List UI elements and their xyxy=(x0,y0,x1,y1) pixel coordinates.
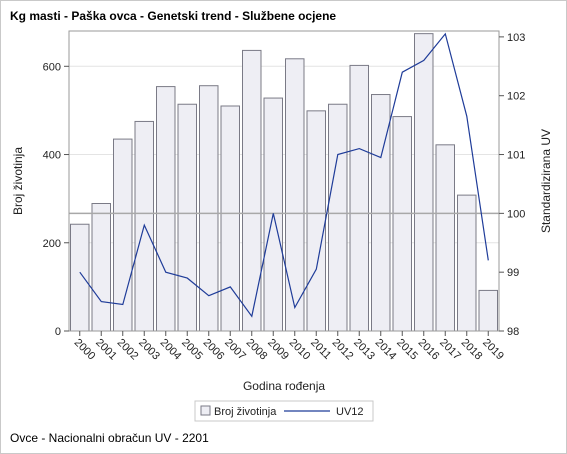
bar-2013 xyxy=(349,64,369,332)
x-tick-label-2001: 2001 xyxy=(93,337,119,363)
bar-2018 xyxy=(457,194,477,332)
y-tick-label-0: 0 xyxy=(55,326,61,338)
y2-tick-label-5: 103 xyxy=(507,32,525,44)
x-axis-ticks: 2000200120022003200420052006200720082009… xyxy=(72,331,506,362)
right-axis-ticks: 98 99 100 101 102 103 xyxy=(499,32,525,338)
bar-2011 xyxy=(306,110,326,332)
x-tick-label-2007: 2007 xyxy=(222,337,248,363)
x-tick-label-2014: 2014 xyxy=(373,337,399,363)
bar-2006 xyxy=(199,85,219,332)
bar-2017 xyxy=(435,144,455,332)
x-tick-label-2006: 2006 xyxy=(201,337,227,363)
bar-2005 xyxy=(177,103,197,332)
legend-line-label: UV12 xyxy=(336,406,364,418)
legend: Broj životinja UV12 xyxy=(194,400,374,422)
bar-2019 xyxy=(478,289,498,332)
x-tick-label-2015: 2015 xyxy=(394,337,420,363)
legend-bar-label: Broj životinja xyxy=(214,406,277,418)
x-tick-label-2013: 2013 xyxy=(351,337,377,363)
y2-tick-label-4: 102 xyxy=(507,91,525,103)
x-tick-label-2000: 2000 xyxy=(72,337,98,363)
x-tick-label-2011: 2011 xyxy=(308,337,333,362)
bar-series xyxy=(70,33,498,332)
bar-2004 xyxy=(156,86,176,332)
grid-lines xyxy=(69,65,499,332)
bar-2010 xyxy=(285,58,305,332)
x-tick-label-2019: 2019 xyxy=(480,337,506,363)
x-tick-label-2016: 2016 xyxy=(416,337,442,363)
x-tick-label-2012: 2012 xyxy=(330,337,356,363)
bar-2001 xyxy=(91,203,111,332)
bar-2016 xyxy=(414,33,434,332)
bar-2002 xyxy=(113,138,133,332)
x-tick-label-2018: 2018 xyxy=(459,337,485,363)
chart-title: Kg masti - Paška ovca - Genetski trend -… xyxy=(10,9,337,23)
legend-bar-swatch xyxy=(200,405,211,416)
y2-tick-label-3: 101 xyxy=(507,150,525,162)
left-axis-ticks: 0 200 400 600 xyxy=(43,61,69,338)
plot-area xyxy=(68,30,500,332)
x-tick-label-2004: 2004 xyxy=(158,337,184,363)
uv12-line xyxy=(79,32,489,318)
y-tick-label-3: 600 xyxy=(43,61,61,73)
x-tick-label-2009: 2009 xyxy=(265,337,291,363)
y2-tick-label-1: 99 xyxy=(507,267,519,279)
y-tick-label-2: 400 xyxy=(43,150,61,162)
bar-2000 xyxy=(70,223,90,332)
y-tick-label-1: 200 xyxy=(43,238,61,250)
x-tick-label-2010: 2010 xyxy=(287,337,313,363)
y2-tick-label-0: 98 xyxy=(507,326,519,338)
bar-2007 xyxy=(220,105,240,332)
bar-2012 xyxy=(328,103,348,332)
x-tick-label-2002: 2002 xyxy=(115,337,141,363)
x-axis-title: Godina rođenja xyxy=(243,379,325,393)
y-axis-title: Broj životinja xyxy=(11,147,25,215)
y2-tick-label-2: 100 xyxy=(507,208,525,220)
x-tick-label-2005: 2005 xyxy=(179,337,205,363)
x-tick-label-2003: 2003 xyxy=(136,337,162,363)
x-tick-label-2017: 2017 xyxy=(437,337,463,363)
bar-2015 xyxy=(392,116,412,332)
chart-footer: Ovce - Nacionalni obračun UV - 2201 xyxy=(10,431,209,445)
x-tick-label-2008: 2008 xyxy=(244,337,270,363)
bar-2008 xyxy=(242,49,262,332)
y2-axis-title: Standardizirana UV xyxy=(539,129,553,233)
